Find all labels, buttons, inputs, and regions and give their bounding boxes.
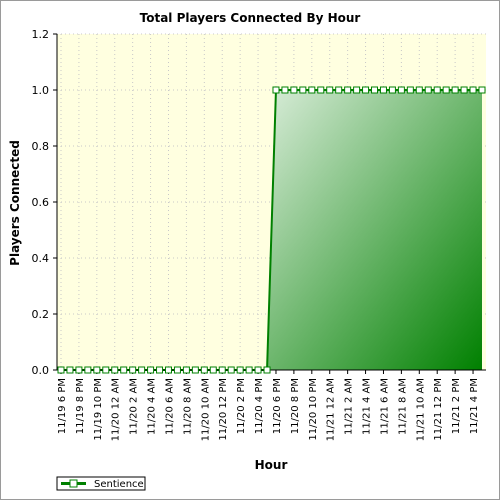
data-point bbox=[120, 366, 128, 374]
y-tick-label: 0.0 bbox=[32, 364, 50, 377]
data-point bbox=[173, 366, 181, 374]
x-tick-label: 11/21 4 AM bbox=[362, 378, 373, 435]
data-point bbox=[388, 86, 396, 94]
x-tick-label: 11/20 2 PM bbox=[236, 378, 247, 434]
data-point bbox=[156, 366, 164, 374]
x-tick-label: 11/20 4 AM bbox=[147, 378, 158, 435]
data-point bbox=[299, 86, 307, 94]
area-fill bbox=[267, 90, 482, 370]
data-point bbox=[478, 86, 486, 94]
legend: Sentience bbox=[56, 476, 146, 491]
data-point bbox=[317, 86, 325, 94]
data-point bbox=[254, 366, 262, 374]
data-point bbox=[460, 86, 468, 94]
x-tick-label: 11/21 8 AM bbox=[397, 378, 408, 435]
data-point bbox=[397, 86, 405, 94]
data-point bbox=[344, 86, 352, 94]
x-tick-label: 11/20 2 AM bbox=[129, 378, 140, 435]
data-point bbox=[433, 86, 441, 94]
y-axis-label: Players Connected bbox=[8, 140, 22, 266]
x-tick-label: 11/20 10 AM bbox=[200, 378, 211, 441]
data-point bbox=[290, 86, 298, 94]
legend-box bbox=[56, 476, 146, 491]
x-tick-label: 11/21 2 PM bbox=[451, 378, 462, 434]
x-tick-label: 11/20 12 AM bbox=[111, 378, 122, 441]
x-tick-label: 11/20 12 PM bbox=[218, 378, 229, 441]
legend-label: Sentience bbox=[94, 479, 144, 490]
data-point bbox=[406, 86, 414, 94]
y-tick-label: 0.2 bbox=[32, 308, 50, 321]
data-point bbox=[415, 86, 423, 94]
data-point bbox=[353, 86, 361, 94]
data-point bbox=[182, 366, 190, 374]
x-tick-label: 11/21 10 AM bbox=[415, 378, 426, 441]
data-point bbox=[236, 366, 244, 374]
data-point bbox=[245, 366, 253, 374]
data-point bbox=[84, 366, 92, 374]
data-point bbox=[424, 86, 432, 94]
data-point bbox=[308, 86, 316, 94]
data-point bbox=[111, 366, 119, 374]
y-tick-label: 1.0 bbox=[32, 84, 50, 97]
data-point bbox=[93, 366, 101, 374]
legend-marker bbox=[69, 479, 78, 488]
x-tick-label: 11/20 6 AM bbox=[164, 378, 175, 435]
chart-title: Total Players Connected By Hour bbox=[140, 11, 361, 25]
x-axis-label: Hour bbox=[255, 458, 288, 472]
data-point bbox=[469, 86, 477, 94]
y-tick-label: 0.8 bbox=[32, 140, 50, 153]
x-tick-labels: 11/19 6 PM 11/19 8 PM 11/19 10 PM 11/20 12 … bbox=[57, 370, 480, 441]
x-tick-label: 11/19 8 PM bbox=[75, 378, 86, 434]
data-point bbox=[200, 366, 208, 374]
data-point bbox=[209, 366, 217, 374]
x-tick-label: 11/20 6 PM bbox=[272, 378, 283, 434]
data-point bbox=[281, 86, 289, 94]
y-tick-label: 0.4 bbox=[32, 252, 50, 265]
data-point bbox=[227, 366, 235, 374]
data-point bbox=[129, 366, 137, 374]
data-point bbox=[451, 86, 459, 94]
x-tick-label: 11/21 12 PM bbox=[433, 378, 444, 441]
x-tick-label: 11/20 4 PM bbox=[254, 378, 265, 434]
data-point bbox=[379, 86, 387, 94]
data-point bbox=[191, 366, 199, 374]
y-tick-label: 1.2 bbox=[32, 28, 50, 41]
data-point bbox=[335, 86, 343, 94]
x-tick-label: 11/20 8 AM bbox=[182, 378, 193, 435]
data-point bbox=[362, 86, 370, 94]
data-point bbox=[75, 366, 83, 374]
data-point bbox=[138, 366, 146, 374]
data-markers bbox=[57, 86, 486, 374]
data-point bbox=[66, 366, 74, 374]
data-point bbox=[326, 86, 334, 94]
data-point bbox=[147, 366, 155, 374]
data-point bbox=[164, 366, 172, 374]
x-tick-label: 11/19 6 PM bbox=[57, 378, 68, 434]
y-tick-label: 0.6 bbox=[32, 196, 50, 209]
data-point bbox=[102, 366, 110, 374]
data-point bbox=[272, 86, 280, 94]
x-tick-label: 11/21 12 AM bbox=[326, 378, 337, 441]
x-tick-label: 11/21 2 AM bbox=[344, 378, 355, 435]
data-point bbox=[218, 366, 226, 374]
data-point bbox=[442, 86, 450, 94]
x-tick-label: 11/19 10 PM bbox=[93, 378, 104, 441]
x-tick-label: 11/20 8 PM bbox=[290, 378, 301, 434]
data-point bbox=[371, 86, 379, 94]
x-tick-label: 11/21 4 PM bbox=[469, 378, 480, 434]
x-tick-label: 11/20 10 PM bbox=[308, 378, 319, 441]
y-tick-labels: 0.0 0.2 0.4 0.6 0.8 1.0 1.2 bbox=[32, 28, 57, 377]
x-tick-label: 11/21 6 AM bbox=[379, 378, 390, 435]
data-point bbox=[263, 366, 271, 374]
data-point bbox=[57, 366, 65, 374]
